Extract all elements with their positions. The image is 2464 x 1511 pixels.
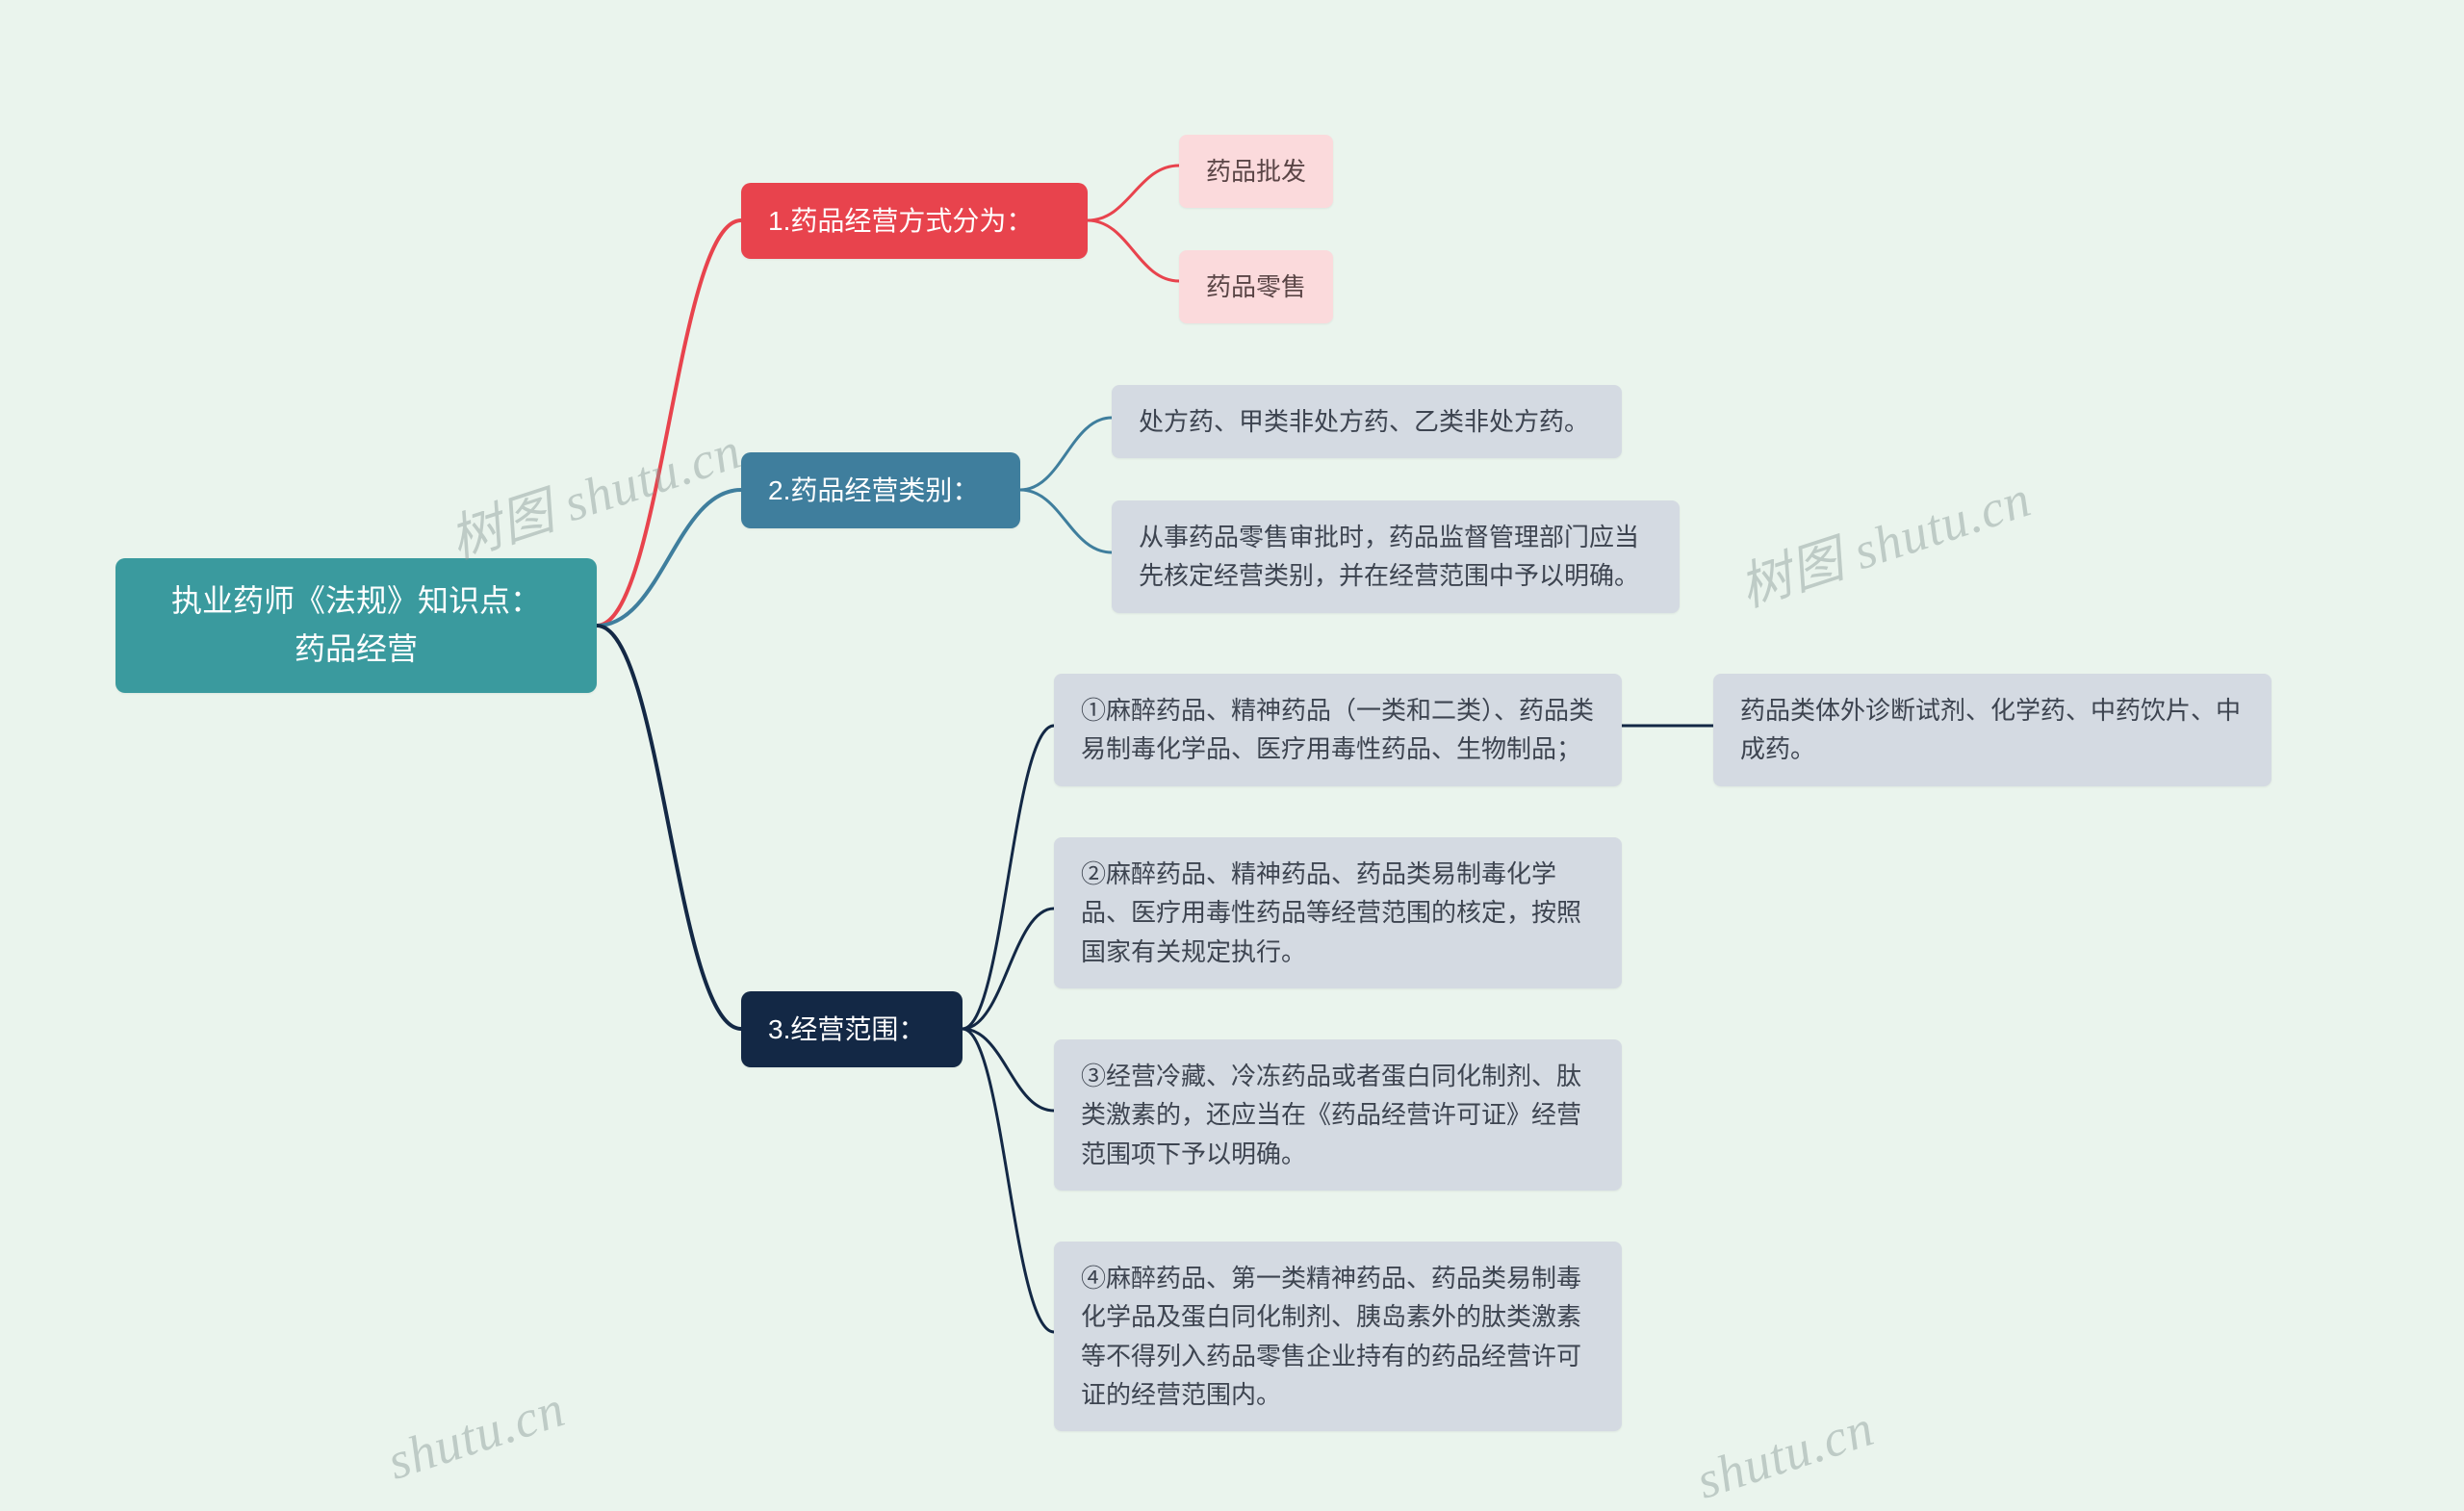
mindmap-leaf-b3c2[interactable]: ②麻醉药品、精神药品、药品类易制毒化学品、医疗用毒性药品等经营范围的核定，按照国…: [1054, 837, 1622, 988]
mindmap-leaf-b2c2[interactable]: 从事药品零售审批时，药品监督管理部门应当先核定经营类别，并在经营范围中予以明确。: [1112, 500, 1680, 613]
mindmap-branch-1[interactable]: 1.药品经营方式分为：: [741, 183, 1088, 259]
branch-3-label: 3.经营范围：: [768, 1009, 925, 1050]
watermark-4: shutu.cn: [1689, 1397, 1881, 1511]
leaf-b3c4-label: ④麻醉药品、第一类精神药品、药品类易制毒化学品及蛋白同化制剂、胰岛素外的肽类激素…: [1081, 1259, 1595, 1414]
watermark-2: 树图 shutu.cn: [1728, 455, 2039, 621]
watermark-1: 树图 shutu.cn: [438, 407, 749, 573]
mindmap-leaf-b3c4[interactable]: ④麻醉药品、第一类精神药品、药品类易制毒化学品及蛋白同化制剂、胰岛素外的肽类激素…: [1054, 1242, 1622, 1431]
mindmap-leaf-b3c1a[interactable]: 药品类体外诊断试剂、化学药、中药饮片、中成药。: [1713, 674, 2272, 786]
branch-1-label: 1.药品经营方式分为：: [768, 200, 1033, 242]
mindmap-leaf-b1c2[interactable]: 药品零售: [1179, 250, 1333, 323]
mindmap-root-node[interactable]: 执业药师《法规》知识点： 药品经营: [116, 558, 597, 693]
root-label: 执业药师《法规》知识点： 药品经营: [171, 577, 541, 673]
leaf-b2c2-label: 从事药品零售审批时，药品监督管理部门应当先核定经营类别，并在经营范围中予以明确。: [1139, 518, 1653, 596]
mindmap-branch-3[interactable]: 3.经营范围：: [741, 991, 962, 1067]
mindmap-leaf-b3c3[interactable]: ③经营冷藏、冷冻药品或者蛋白同化制剂、肽类激素的，还应当在《药品经营许可证》经营…: [1054, 1039, 1622, 1191]
watermark-3: shutu.cn: [380, 1378, 572, 1492]
branch-2-label: 2.药品经营类别：: [768, 470, 979, 511]
mindmap-leaf-b2c1[interactable]: 处方药、甲类非处方药、乙类非处方药。: [1112, 385, 1622, 458]
mindmap-leaf-b1c1[interactable]: 药品批发: [1179, 135, 1333, 208]
leaf-b1c2-label: 药品零售: [1206, 268, 1306, 306]
leaf-b3c3-label: ③经营冷藏、冷冻药品或者蛋白同化制剂、肽类激素的，还应当在《药品经营许可证》经营…: [1081, 1057, 1595, 1173]
leaf-b3c1a-label: 药品类体外诊断试剂、化学药、中药饮片、中成药。: [1740, 691, 2245, 769]
leaf-b3c2-label: ②麻醉药品、精神药品、药品类易制毒化学品、医疗用毒性药品等经营范围的核定，按照国…: [1081, 855, 1595, 971]
leaf-b1c1-label: 药品批发: [1206, 152, 1306, 191]
leaf-b3c1-label: ①麻醉药品、精神药品（一类和二类）、药品类易制毒化学品、医疗用毒性药品、生物制品…: [1081, 691, 1595, 769]
leaf-b2c1-label: 处方药、甲类非处方药、乙类非处方药。: [1139, 402, 1589, 441]
mindmap-branch-2[interactable]: 2.药品经营类别：: [741, 452, 1020, 528]
mindmap-leaf-b3c1[interactable]: ①麻醉药品、精神药品（一类和二类）、药品类易制毒化学品、医疗用毒性药品、生物制品…: [1054, 674, 1622, 786]
